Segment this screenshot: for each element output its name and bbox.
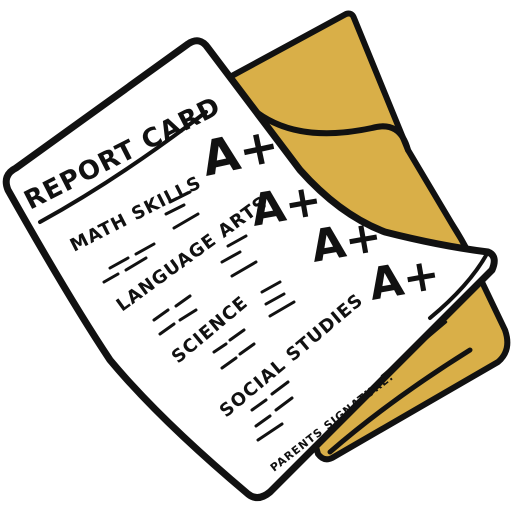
ink-scribbles [212,280,296,370]
report-card-paper [2,37,498,501]
grade-mark: A+ [247,174,326,237]
paper-sheet [2,37,498,501]
title-underline [38,110,208,224]
paper-fold-line [428,250,490,320]
ink-scribbles [102,190,200,284]
signature-line [380,320,448,378]
grade-mark: A+ [365,248,444,311]
ink-scribbles [152,234,258,336]
grade-mark: A+ [307,210,386,273]
ink-scribbles [250,380,294,442]
envelope-crease [327,347,473,455]
